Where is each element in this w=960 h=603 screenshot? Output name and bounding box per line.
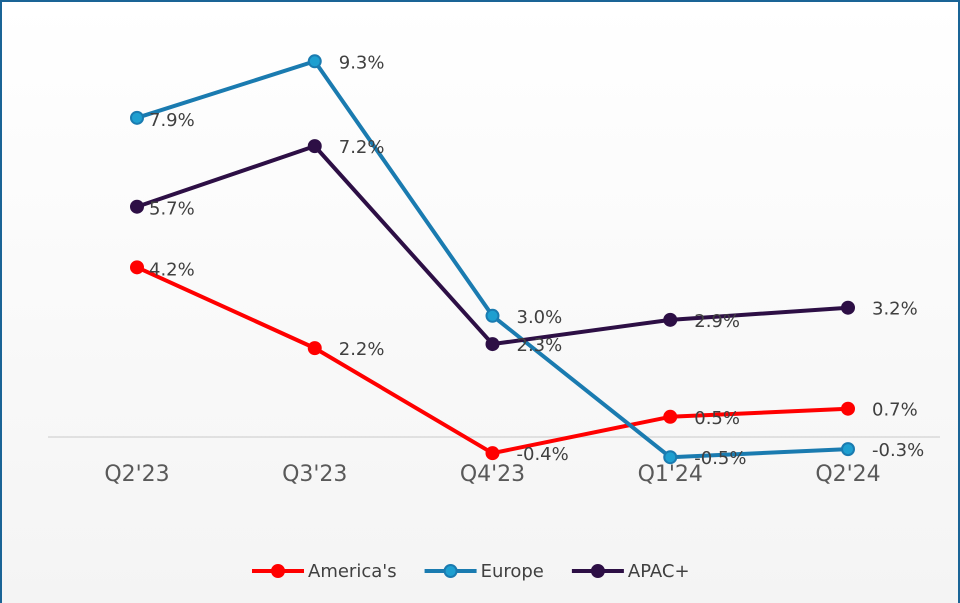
marker [485, 308, 500, 323]
marker [485, 337, 500, 352]
data-label: 0.7% [872, 400, 918, 421]
legend-marker [443, 564, 458, 578]
marker [130, 199, 144, 214]
legend-label: APAC+ [628, 561, 690, 582]
data-label: 7.9% [149, 110, 195, 131]
marker [663, 312, 678, 327]
marker [307, 139, 322, 154]
marker [307, 54, 322, 69]
data-label: 3.0% [517, 307, 563, 328]
marker [841, 401, 855, 416]
data-label: 2.2% [339, 339, 385, 360]
data-label: -0.5% [694, 448, 746, 469]
marker [130, 260, 144, 275]
x-tick-label: Q2'23 [104, 462, 169, 487]
legend-marker [271, 564, 285, 578]
data-label: 4.2% [149, 259, 195, 280]
x-tick-label: Q4'23 [460, 462, 525, 487]
marker [841, 442, 855, 457]
marker [130, 110, 144, 125]
data-label: 9.3% [339, 52, 385, 73]
data-label: 2.9% [694, 311, 740, 332]
data-label: -0.3% [872, 440, 924, 461]
marker [663, 409, 678, 424]
legend-label: Europe [481, 561, 544, 582]
marker [485, 446, 500, 461]
data-label: 0.5% [694, 408, 740, 429]
x-tick-label: Q3'23 [282, 462, 347, 487]
legend-marker [590, 564, 605, 578]
x-tick-label: Q2'24 [815, 462, 880, 487]
data-label: -0.4% [517, 444, 569, 465]
data-label: 2.3% [517, 335, 563, 356]
data-label: 7.2% [339, 137, 385, 158]
x-tick-label: Q1'24 [638, 462, 703, 487]
marker [841, 300, 855, 315]
marker [307, 341, 322, 356]
legend-label: America's [308, 561, 397, 582]
data-label: 5.7% [149, 199, 195, 220]
marker [663, 450, 678, 465]
data-label: 3.2% [872, 299, 918, 320]
